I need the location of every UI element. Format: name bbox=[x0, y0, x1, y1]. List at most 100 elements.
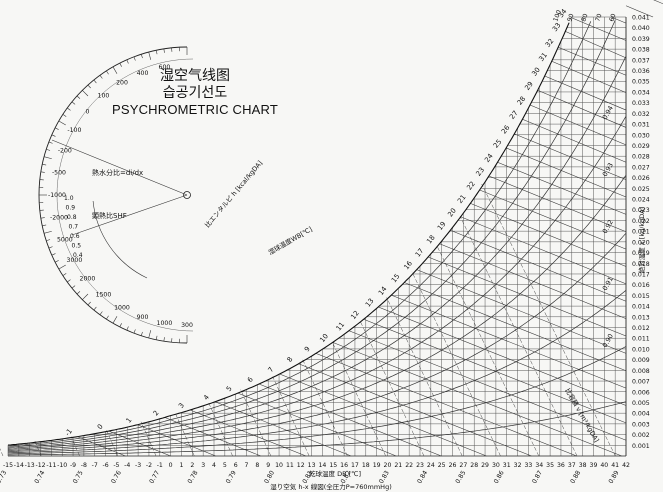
rh-curve bbox=[7, 20, 616, 448]
enthalpy-line bbox=[611, 16, 627, 24]
protractor-tick bbox=[126, 326, 129, 331]
x-tick-label: -14 bbox=[14, 462, 24, 469]
enthalpy-tick-label: 0 bbox=[96, 423, 105, 431]
enthalpy-line bbox=[190, 409, 307, 457]
right-volume-label: 0.94 bbox=[601, 104, 615, 121]
right-volume-label: 0.91 bbox=[601, 275, 615, 292]
x-tick-label: 10 bbox=[275, 462, 283, 469]
y-tick-label: 0.015 bbox=[632, 293, 650, 300]
x-tick-label: 16 bbox=[340, 462, 348, 469]
shf-scale-label: 0.4 bbox=[73, 252, 83, 259]
protractor-tick bbox=[76, 95, 81, 99]
right-volume-label: 0.92 bbox=[601, 218, 615, 235]
y-tick-label: 0.017 bbox=[632, 271, 650, 278]
protractor-tick bbox=[106, 315, 109, 320]
rh-curve bbox=[8, 290, 627, 454]
y-tick-label: 0.013 bbox=[632, 314, 650, 321]
protractor-tick bbox=[62, 273, 67, 276]
y-tick-label: 0.041 bbox=[632, 15, 650, 22]
enthalpy-line bbox=[522, 118, 627, 163]
x-tick-label: 2 bbox=[190, 462, 194, 469]
protractor-tick bbox=[140, 331, 143, 336]
y-tick-label: 0.027 bbox=[632, 164, 650, 171]
shf-arc bbox=[92, 200, 148, 279]
enthalpy-line bbox=[332, 342, 622, 457]
x-tick-label: 0 bbox=[169, 462, 173, 469]
x-tick-label: 17 bbox=[351, 462, 359, 469]
x-tick-label: 8 bbox=[255, 462, 259, 469]
protractor-tick bbox=[112, 66, 118, 74]
protractor-tick bbox=[119, 62, 122, 67]
enthalpy-line bbox=[404, 282, 627, 371]
protractor-tick bbox=[58, 120, 66, 126]
protractor-tick bbox=[82, 293, 89, 300]
protractor-tick bbox=[43, 156, 52, 160]
protractor-scale-label: 5000 bbox=[57, 236, 73, 243]
enthalpy-tick-label: 19 bbox=[436, 220, 448, 232]
enthalpy-tick-label: 1 bbox=[125, 416, 134, 424]
enthalpy-line bbox=[460, 216, 627, 285]
enthalpy-line bbox=[479, 189, 627, 250]
enthalpy-line bbox=[653, 0, 663, 5]
x-tick-label: 15 bbox=[329, 462, 337, 469]
protractor-tick bbox=[46, 239, 51, 242]
enthalpy-line bbox=[497, 162, 627, 215]
x-tick-label: 12 bbox=[297, 462, 305, 469]
rh-curve bbox=[7, 55, 627, 449]
protractor-tick bbox=[54, 260, 59, 263]
enthalpy-line bbox=[470, 203, 627, 267]
protractor-tick bbox=[62, 114, 67, 117]
x-tick-label: 11 bbox=[286, 462, 294, 469]
protractor-scale-label: 600 bbox=[159, 64, 171, 71]
volume-tick-label: 0.88 bbox=[569, 469, 582, 484]
protractor-tick bbox=[163, 337, 165, 342]
y-tick-label: 0.039 bbox=[632, 36, 650, 43]
volume-tick-label: 0.76 bbox=[110, 469, 123, 484]
enthalpy-line bbox=[450, 230, 627, 302]
x-tick-label: 37 bbox=[568, 462, 576, 469]
protractor-tick bbox=[133, 329, 136, 334]
x-tick-label: -7 bbox=[92, 462, 98, 469]
protractor-tick bbox=[76, 291, 81, 295]
enthalpy-line bbox=[625, 5, 654, 18]
protractor-tick bbox=[46, 148, 51, 151]
protractor-tick bbox=[119, 323, 122, 328]
x-tick-label: 5 bbox=[223, 462, 227, 469]
protractor-tick bbox=[67, 279, 71, 283]
protractor-tick bbox=[51, 134, 56, 137]
grid-layer bbox=[0, 0, 663, 457]
enthalpy-tick-label: 31 bbox=[537, 51, 549, 63]
y-tick-label: 0.034 bbox=[632, 89, 650, 96]
protractor-tick bbox=[71, 285, 76, 289]
enthalpy-tick-label: 30 bbox=[530, 66, 542, 78]
protractor-tick bbox=[93, 306, 97, 311]
curve-layer bbox=[7, 20, 627, 456]
protractor-tick bbox=[48, 141, 53, 144]
protractor-ray bbox=[51, 139, 188, 196]
volume-line bbox=[175, 413, 195, 457]
y-tick-label: 0.003 bbox=[632, 421, 650, 428]
rh-label: 70 bbox=[594, 13, 603, 23]
protractor-tick bbox=[43, 230, 52, 234]
enthalpy-tick-label: 28 bbox=[516, 95, 528, 107]
y-tick-label: 0.036 bbox=[632, 68, 650, 75]
protractor-tick bbox=[42, 224, 47, 227]
enthalpy-tick-label: -1 bbox=[64, 427, 74, 437]
shf-scale-label: 0.7 bbox=[69, 224, 79, 231]
x-tick-label: -2 bbox=[146, 462, 152, 469]
enthalpy-tick-label: 18 bbox=[425, 234, 437, 246]
x-tick-label: 25 bbox=[438, 462, 446, 469]
x-tick-label: 13 bbox=[308, 462, 316, 469]
x-tick-label: 35 bbox=[546, 462, 554, 469]
right-volume-label: 0.90 bbox=[601, 332, 615, 349]
volume-tick-label: 0.79 bbox=[225, 469, 238, 484]
enthalpy-line bbox=[279, 373, 487, 457]
enthalpy-tick-label: 17 bbox=[414, 247, 426, 259]
volume-line bbox=[481, 183, 616, 457]
chart-footer-label: 湿り空気 h-x 線図(全圧力P=760mmHg) bbox=[270, 482, 391, 491]
protractor-tick bbox=[40, 217, 45, 219]
protractor-tick bbox=[40, 171, 45, 173]
enthalpy-line bbox=[237, 392, 397, 457]
enthalpy-tick-label: 32 bbox=[544, 37, 556, 49]
protractor-tick bbox=[51, 253, 56, 256]
